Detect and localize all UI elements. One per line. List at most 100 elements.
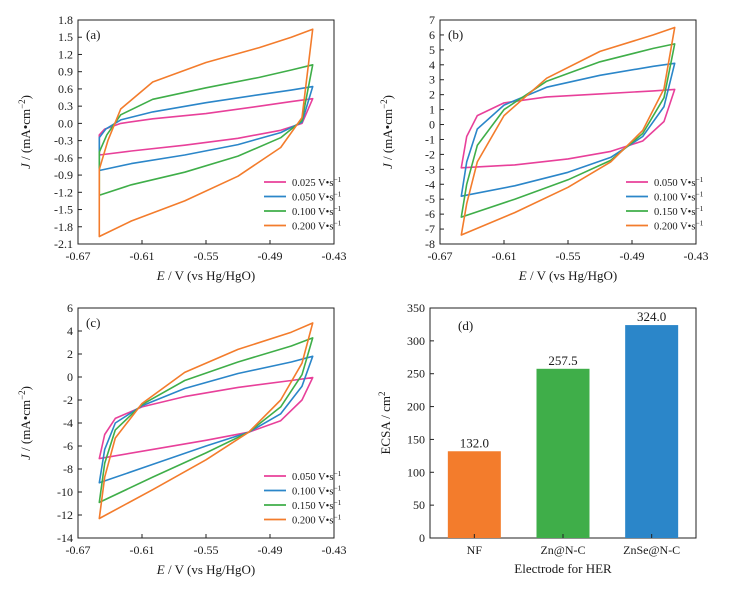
y-tick-label: -0.9: [54, 168, 73, 182]
bar: [625, 325, 679, 538]
x-tick-label: -0.67: [66, 543, 91, 557]
x-tick-label: -0.61: [492, 249, 517, 263]
legend-entry: 0.100 V•s−1: [292, 204, 342, 218]
x-axis-label: E / V (vs Hg/HgO): [156, 562, 255, 577]
chart-panel-a: -0.67 -0.61 -0.55 -0.49 -0.43 -2.1 -1.8 -1.5 -1.…: [17, 13, 347, 283]
y-tick-label: -6: [425, 207, 435, 221]
x-tick-label: -0.61: [130, 543, 155, 557]
chart-panel-b: -0.67 -0.61 -0.55 -0.49 -0.43 -8-7-6-5-4-3-2-…: [379, 13, 709, 283]
bar-value-label: 324.0: [637, 309, 666, 324]
y-tick-label: 0.0: [58, 116, 73, 130]
x-tick-label: -0.55: [194, 543, 219, 557]
legend-entry: 0.050 V•s−1: [292, 190, 342, 204]
y-tick-label: -10: [57, 485, 73, 499]
y-tick-label: -1.8: [54, 220, 73, 234]
y-tick-label: -1.5: [54, 203, 73, 217]
y-tick-label: -6: [63, 439, 73, 453]
panel-label: (c): [86, 315, 100, 330]
x-tick-label: -0.43: [322, 249, 347, 263]
x-tick-label: -0.61: [130, 249, 155, 263]
bar-value-label: 132.0: [460, 435, 489, 450]
y-tick-label: 0.3: [58, 99, 73, 113]
y-tick-label: -8: [63, 462, 73, 476]
y-tick-label: -5: [425, 192, 435, 206]
y-axis-label: J / (mA•cm−2): [17, 386, 33, 460]
legend-entry: 0.150 V•s−1: [654, 204, 704, 218]
y-tick-label: -3: [425, 162, 435, 176]
chart-panel-d: 0 50 100 150 200 250 300 350 132.0 NF 257.5 Zn@N-C 3…: [377, 301, 697, 576]
y-tick-label: -8: [425, 237, 435, 251]
cv-curve-series-1: [98, 376, 314, 460]
cv-curve-series-2: [460, 62, 676, 197]
y-tick-label: -2: [63, 393, 73, 407]
y-tick-label: 6: [67, 301, 73, 315]
legend-entry: 0.200 V•s−1: [654, 219, 704, 233]
x-axis-label: E / V (vs Hg/HgO): [518, 268, 617, 283]
panel-label: (d): [458, 318, 473, 333]
panel-label: (b): [448, 27, 463, 42]
y-tick-label: 3: [429, 73, 435, 87]
x-tick-label: -0.43: [322, 543, 347, 557]
x-tick-label: -0.67: [66, 249, 91, 263]
x-tick-label: NF: [467, 543, 483, 557]
y-tick-label: 2: [67, 347, 73, 361]
cv-curve-series-1: [98, 97, 314, 156]
y-tick-label: 4: [67, 324, 73, 338]
y-tick-label: 5: [429, 43, 435, 57]
y-tick-label: 250: [407, 367, 425, 381]
legend-entry: 0.050 V•s−1: [292, 469, 342, 483]
legend-entry: 0.025 V•s−1: [292, 175, 342, 189]
y-tick-label: 50: [413, 498, 425, 512]
x-axis-label: Electrode for HER: [514, 561, 612, 576]
y-axis-label: ECSA / cm2: [377, 391, 393, 454]
cv-curve-series-4: [98, 322, 314, 520]
cv-curve-series-4: [460, 26, 676, 236]
legend-entry: 0.100 V•s−1: [654, 190, 704, 204]
x-tick-label: -0.49: [258, 249, 283, 263]
y-tick-label: 350: [407, 301, 425, 315]
legend-entry: 0.200 V•s−1: [292, 219, 342, 233]
y-tick-label: 6: [429, 28, 435, 42]
y-tick-label: -12: [57, 508, 73, 522]
y-tick-label: -1.2: [54, 185, 73, 199]
y-tick-label: 2: [429, 88, 435, 102]
y-tick-label: 1.2: [58, 47, 73, 61]
y-tick-label: 7: [429, 13, 435, 27]
chart-panel-c: -0.67 -0.61 -0.55 -0.49 -0.43 -14 -12 -10 -8 -6 -4…: [17, 301, 347, 577]
bar: [447, 451, 501, 538]
y-tick-label: -1: [425, 132, 435, 146]
cv-curve-series-3: [98, 337, 314, 504]
x-axis-label: E / V (vs Hg/HgO): [156, 268, 255, 283]
legend-entry: 0.200 V•s−1: [292, 513, 342, 527]
x-tick-label: -0.55: [194, 249, 219, 263]
y-tick-label: 1: [429, 103, 435, 117]
y-tick-label: 1.8: [58, 13, 73, 27]
x-tick-label: -0.49: [258, 543, 283, 557]
cv-curve-series-2: [98, 85, 314, 172]
legend-entry: 0.150 V•s−1: [292, 498, 342, 512]
y-tick-label: 0: [419, 531, 425, 545]
x-tick-label: Zn@N-C: [540, 543, 585, 557]
y-tick-label: 100: [407, 465, 425, 479]
y-tick-label: 0.6: [58, 82, 73, 96]
x-tick-label: -0.43: [684, 249, 709, 263]
y-tick-label: -4: [63, 416, 73, 430]
y-tick-label: 4: [429, 58, 435, 72]
y-tick-label: -4: [425, 177, 435, 191]
cv-curve-series-4: [98, 28, 314, 238]
y-tick-label: -0.6: [54, 151, 73, 165]
y-tick-label: -0.3: [54, 134, 73, 148]
cv-curve-series-1: [460, 88, 676, 169]
legend-entry: 0.050 V•s−1: [654, 175, 704, 189]
y-tick-label: -2.1: [54, 237, 73, 251]
cv-curve-series-2: [98, 355, 314, 484]
x-tick-label: -0.67: [428, 249, 453, 263]
cv-curve-series-3: [98, 64, 314, 196]
x-tick-label: -0.55: [556, 249, 581, 263]
y-axis-label: J / (mA•cm−2): [379, 95, 395, 169]
legend-entry: 0.100 V•s−1: [292, 484, 342, 498]
x-tick-label: -0.49: [620, 249, 645, 263]
y-tick-label: 200: [407, 400, 425, 414]
y-tick-label: 0: [67, 370, 73, 384]
